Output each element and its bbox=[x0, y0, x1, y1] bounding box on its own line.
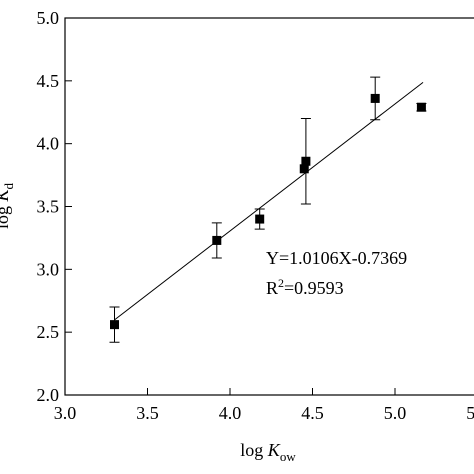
data-point bbox=[299, 164, 309, 174]
y-axis-label: log Kd bbox=[0, 182, 16, 229]
x-tick-label: 4.0 bbox=[219, 403, 242, 423]
fit-line bbox=[114, 81, 424, 321]
y-tick-label: 2.0 bbox=[37, 385, 60, 405]
data-point bbox=[301, 156, 311, 166]
data-point bbox=[110, 320, 119, 330]
y-tick-label: 4.0 bbox=[37, 134, 60, 154]
y-tick-label: 3.5 bbox=[37, 197, 60, 217]
x-tick-label: 5.5 bbox=[466, 403, 474, 423]
plot-frame bbox=[64, 17, 474, 396]
data-point bbox=[370, 93, 380, 103]
data-point bbox=[416, 102, 426, 112]
data-point bbox=[255, 214, 265, 224]
y-tick-label: 3.0 bbox=[37, 259, 60, 279]
y-tick-label: 4.5 bbox=[37, 71, 60, 91]
y-tick-label: 2.5 bbox=[37, 322, 60, 342]
x-tick-label: 3.5 bbox=[136, 403, 159, 423]
x-tick-label: 5.0 bbox=[384, 403, 407, 423]
x-tick-label: 3.0 bbox=[54, 403, 77, 423]
y-tick-label: 5.0 bbox=[37, 8, 60, 28]
data-point bbox=[212, 235, 222, 245]
x-axis-label: log Kow bbox=[240, 440, 296, 464]
equation: Y=1.0106X-0.7369 bbox=[266, 248, 407, 268]
x-tick-label: 4.5 bbox=[301, 403, 324, 423]
r-squared: R2=0.9593 bbox=[266, 276, 344, 298]
